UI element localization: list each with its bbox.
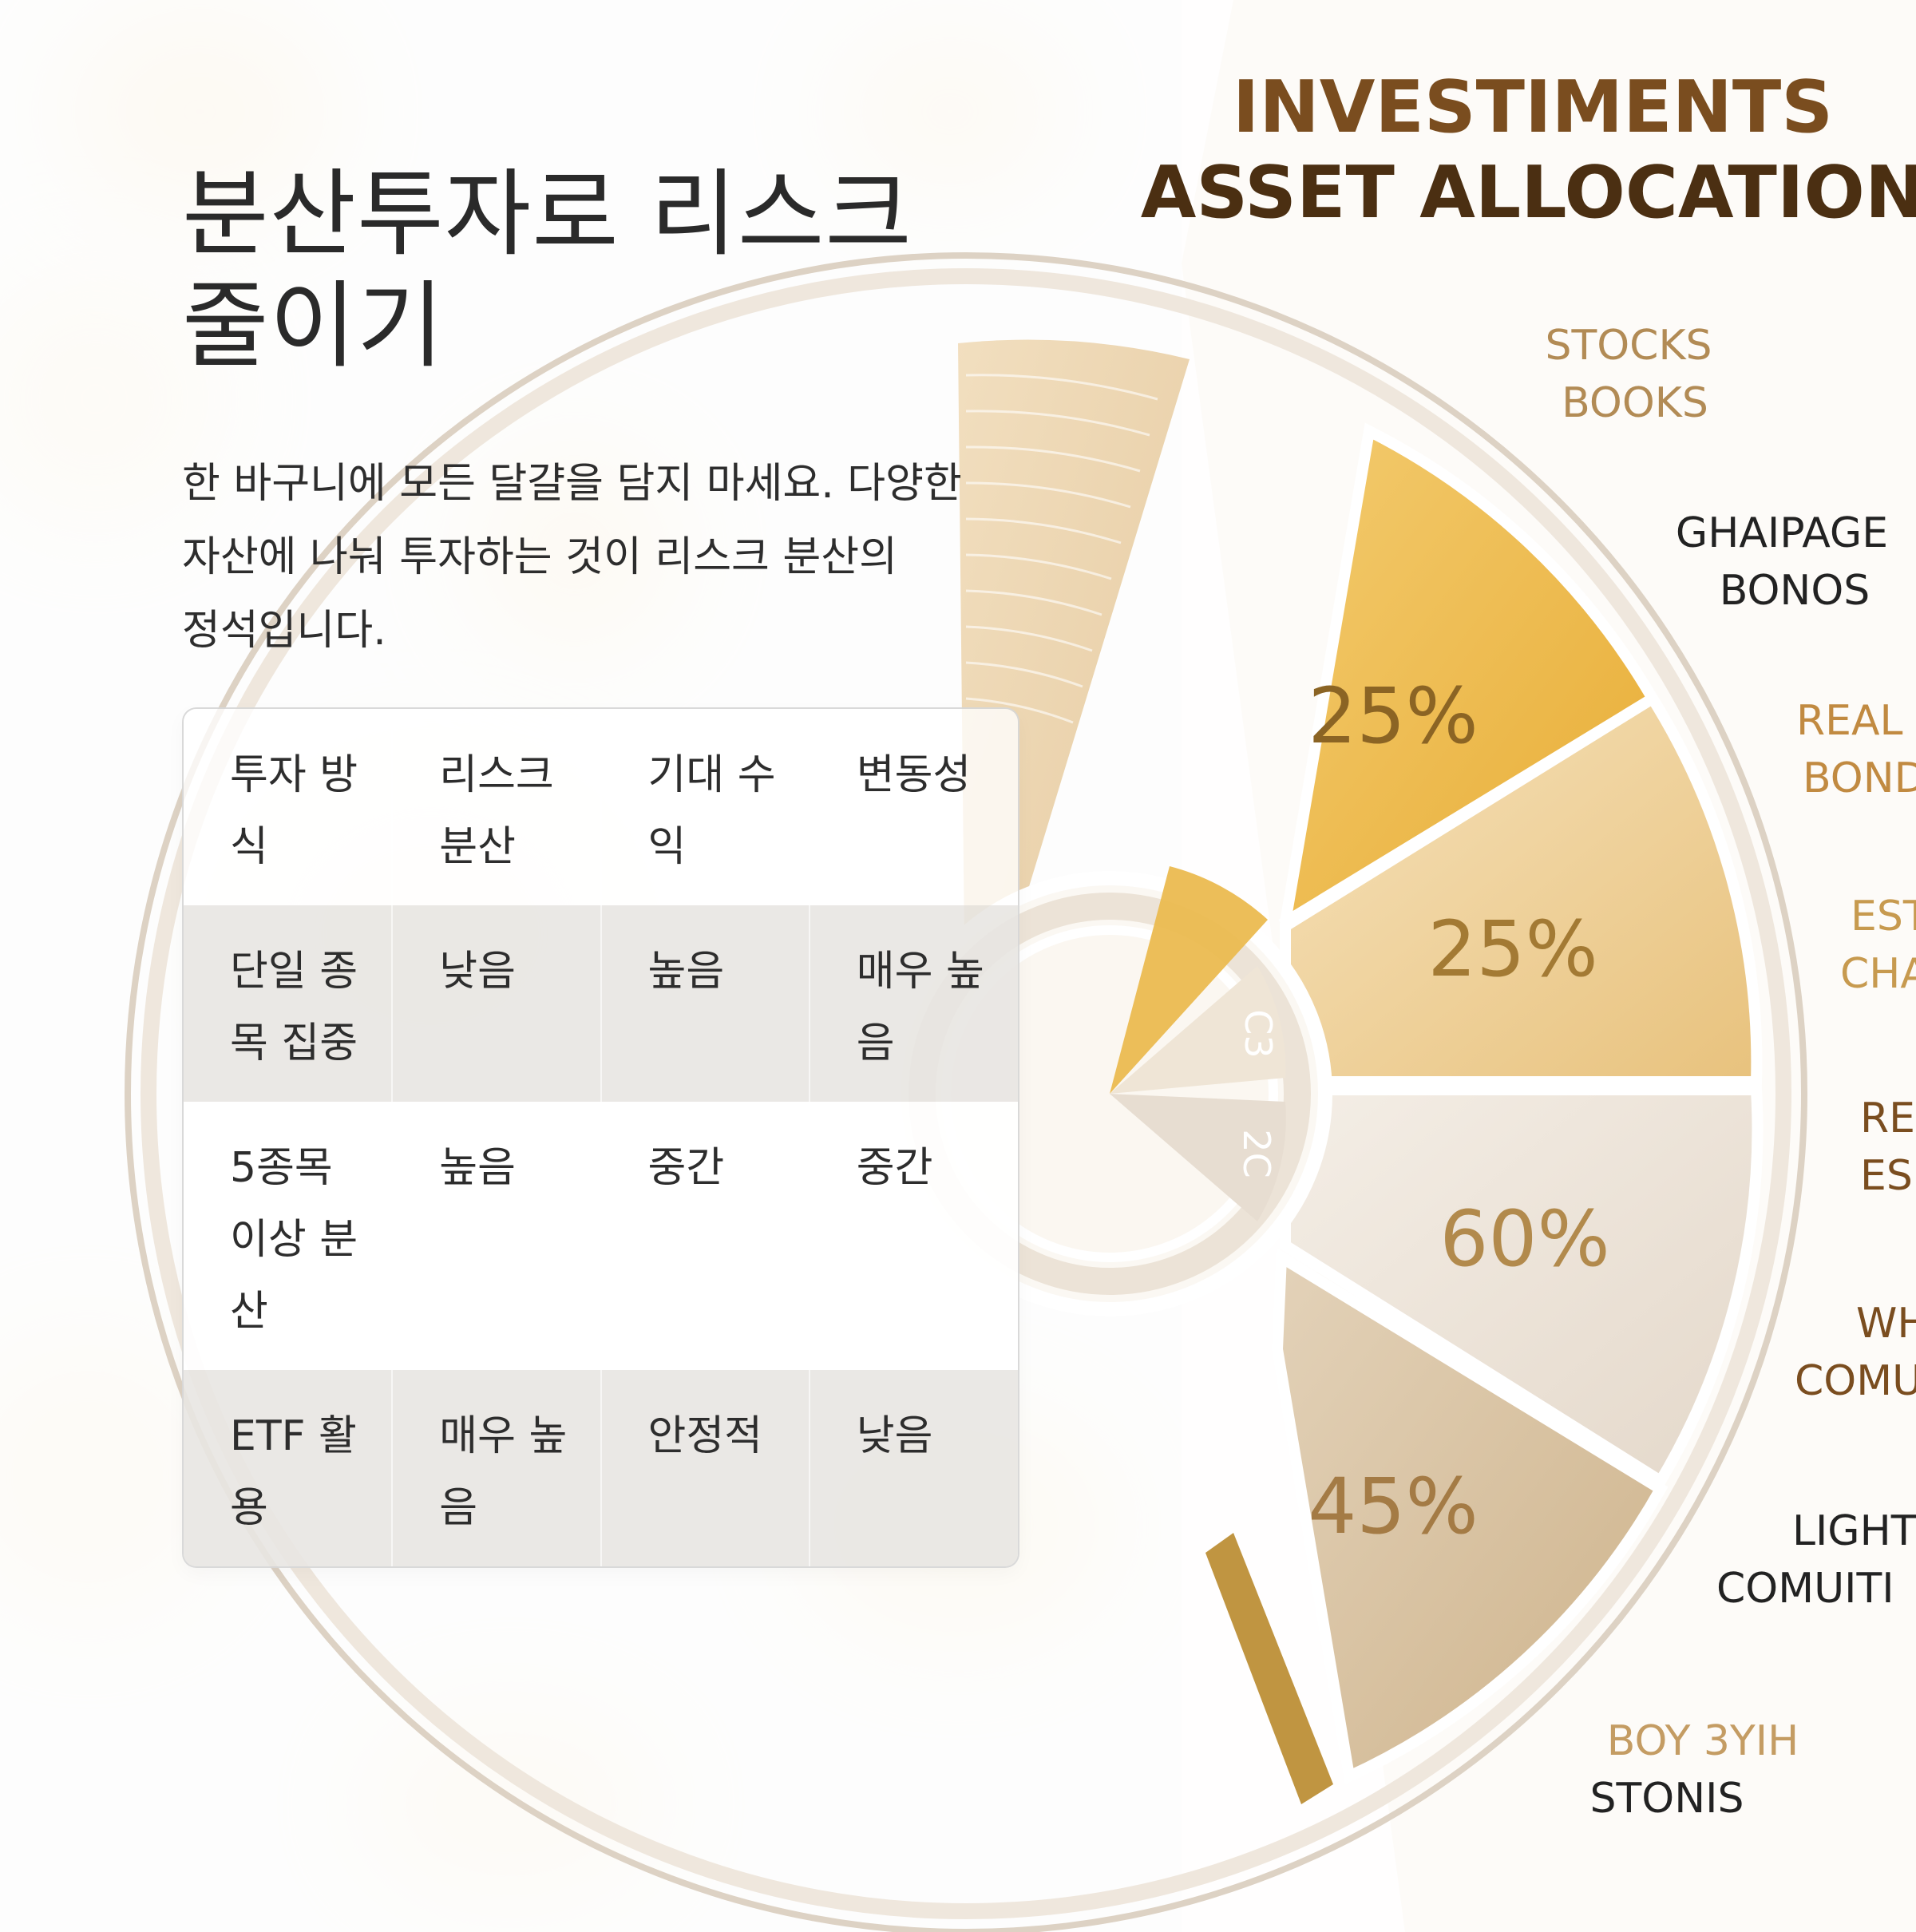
page-title: 분산투자로 리스크 줄이기 — [182, 159, 912, 381]
header-volatility: 변동성 — [808, 709, 1018, 905]
table-row: 단일 종목 집중 낮음 높음 매우 높음 — [184, 905, 1018, 1102]
table-row: 5종목 이상 분산 높음 중간 중간 — [184, 1102, 1018, 1370]
table-cell: 안정적 — [600, 1370, 810, 1566]
table-header-row: 투자 방식 리스크 분산 기대 수익 변동성 — [184, 709, 1018, 905]
table-cell: 매우 높음 — [391, 1370, 601, 1566]
table-cell: ETF 활용 — [184, 1370, 393, 1566]
left-content: 분산투자로 리스크 줄이기 한 바구니에 모든 달걀을 담지 마세요. 다양한 … — [182, 158, 1020, 1568]
table-cell: 매우 높음 — [808, 905, 1018, 1102]
intro-paragraph: 한 바구니에 모든 달걀을 담지 마세요. 다양한 자산에 나눠 투자하는 것이… — [182, 460, 962, 655]
header-method: 투자 방식 — [184, 709, 393, 905]
table-cell: 5종목 이상 분산 — [184, 1102, 393, 1370]
table-cell: 중간 — [600, 1102, 810, 1370]
comparison-table-container: 투자 방식 리스크 분산 기대 수익 변동성 단일 종목 집중 낮음 높음 매우… — [182, 707, 1019, 1568]
header-expected-return: 기대 수익 — [600, 709, 810, 905]
comparison-table: 투자 방식 리스크 분산 기대 수익 변동성 단일 종목 집중 낮음 높음 매우… — [184, 709, 1018, 1566]
table-cell: 단일 종목 집중 — [184, 905, 393, 1102]
table-row: ETF 활용 매우 높음 안정적 낮음 — [184, 1370, 1018, 1566]
table-cell: 높음 — [391, 1102, 601, 1370]
header-risk-distribution: 리스크 분산 — [391, 709, 601, 905]
table-cell: 높음 — [600, 905, 810, 1102]
table-cell: 낮음 — [808, 1370, 1018, 1566]
table-cell: 중간 — [808, 1102, 1018, 1370]
table-cell: 낮음 — [391, 905, 601, 1102]
